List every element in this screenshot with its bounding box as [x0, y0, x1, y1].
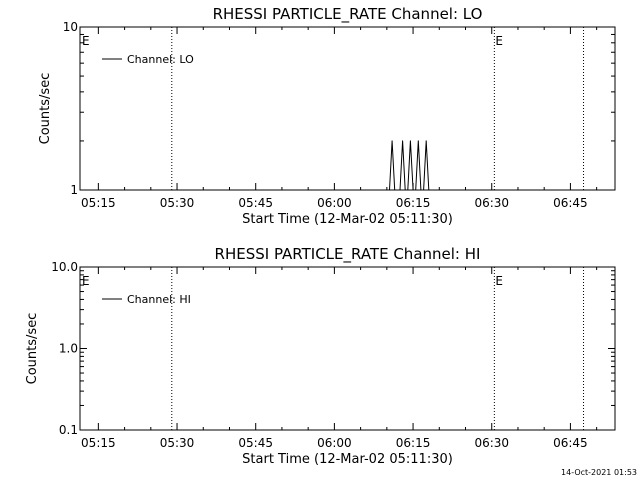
- y-tick-label: 1: [70, 183, 78, 197]
- data-point: [415, 189, 417, 191]
- x-tick-label: 05:45: [238, 436, 273, 450]
- x-tick-label: 06:00: [317, 436, 352, 450]
- data-point: [399, 189, 401, 191]
- data-point: [389, 189, 390, 191]
- data-point: [394, 189, 396, 191]
- legend-entry: Channel: HI: [127, 293, 191, 306]
- data-point: [425, 140, 427, 142]
- x-tick-label: 06:15: [396, 436, 431, 450]
- data-point: [402, 140, 404, 142]
- x-tick-label: 05:45: [238, 196, 273, 210]
- x-tick-label: 06:45: [553, 196, 588, 210]
- chart-panel-2: RHESSI PARTICLE_RATE Channel: HI 05:15 05:…: [25, 245, 616, 467]
- y-tick-label: 10.0: [51, 260, 78, 274]
- chart-title: RHESSI PARTICLE_RATE Channel: HI: [215, 245, 481, 264]
- data-point: [412, 189, 414, 191]
- x-tick-label: 06:15: [396, 196, 431, 210]
- data-point: [420, 189, 422, 191]
- x-tick-label: 05:15: [81, 196, 116, 210]
- event-marker-label: E: [495, 274, 503, 288]
- chart-panel-1: RHESSI PARTICLE_RATE Channel: LO 05:15 05:…: [38, 5, 616, 227]
- start-marker-label: E: [82, 34, 90, 48]
- plot-frame: [79, 26, 616, 191]
- data-point: [409, 140, 411, 142]
- x-tick-label: 05:30: [160, 196, 195, 210]
- y-tick-label: 1.0: [59, 342, 78, 356]
- y-tick-label: 0.1: [59, 423, 78, 437]
- data-point: [428, 189, 430, 191]
- chart-title: RHESSI PARTICLE_RATE Channel: LO: [213, 5, 483, 24]
- data-point: [423, 189, 425, 191]
- series-line-1: [389, 140, 430, 191]
- y-axis-label: Counts/sec: [25, 313, 40, 385]
- data-point: [417, 140, 419, 142]
- x-tick-label: 06:00: [317, 196, 352, 210]
- legend-entry: Channel: LO: [127, 53, 194, 66]
- data-point: [404, 189, 406, 191]
- x-tick-label: 06:45: [553, 436, 588, 450]
- data-point: [391, 140, 393, 142]
- x-tick-label: 05:30: [160, 436, 195, 450]
- data-point: [407, 189, 409, 191]
- x-tick-label: 06:30: [474, 436, 509, 450]
- x-axis-label: Start Time (12-Mar-02 05:11:30): [242, 452, 453, 467]
- plot-frame: [79, 266, 616, 431]
- start-marker-label: E: [82, 274, 90, 288]
- x-tick-label: 06:30: [474, 196, 509, 210]
- footer-timestamp: 14-Oct-2021 01:53: [561, 468, 637, 477]
- y-tick-label: 10: [63, 20, 78, 34]
- x-tick-label: 05:15: [81, 436, 116, 450]
- y-axis-label: Counts/sec: [38, 73, 53, 145]
- x-axis-label: Start Time (12-Mar-02 05:11:30): [242, 212, 453, 227]
- event-marker-label: E: [495, 34, 503, 48]
